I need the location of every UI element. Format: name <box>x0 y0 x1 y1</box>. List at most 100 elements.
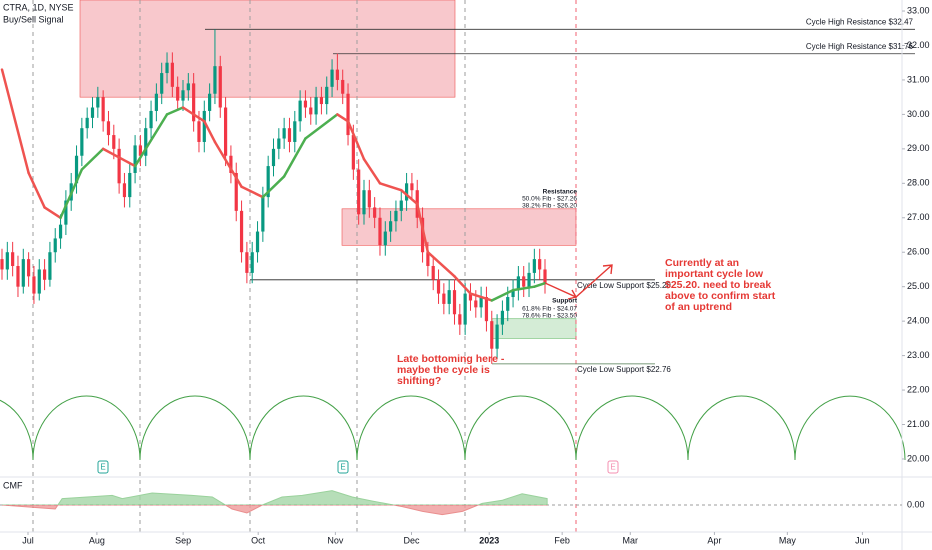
ma-segment <box>426 250 456 278</box>
candle-body <box>170 62 174 87</box>
x-tick-label: Mar <box>623 535 639 545</box>
zone <box>79 0 456 98</box>
candle-body <box>176 86 180 101</box>
candle-body <box>106 121 111 136</box>
zone <box>491 318 577 339</box>
candle-body <box>128 172 132 198</box>
background-layer <box>79 0 577 339</box>
candle-body <box>48 252 52 280</box>
candle-body <box>234 172 238 211</box>
candle-body <box>245 252 249 273</box>
ma-segment <box>346 120 366 161</box>
earnings-icon[interactable] <box>337 460 349 474</box>
ma-segment <box>336 113 350 123</box>
chart-title: CTRA, 1D, NYSE <box>3 2 74 12</box>
fib-label: 50.0% Fib - $27.26 <box>522 196 577 203</box>
ma-segment <box>378 182 403 192</box>
ma-segment <box>133 113 169 168</box>
candle-body <box>213 66 217 94</box>
candle-body <box>32 276 36 294</box>
x-tick-label: 2023 <box>479 535 499 545</box>
earnings-label: E <box>100 463 105 472</box>
candle-body <box>341 79 345 94</box>
candle-body <box>138 145 143 156</box>
ma-segment <box>490 288 515 302</box>
candle-body <box>202 110 206 142</box>
candle-body <box>314 97 318 115</box>
candle-body <box>261 197 265 232</box>
x-tick-label: Dec <box>404 535 421 545</box>
candle-body <box>80 128 84 156</box>
candle-body <box>309 107 313 115</box>
fib-label: 38.2% Fib - $26.20 <box>522 203 577 210</box>
candle-body <box>144 128 148 156</box>
candle-body <box>479 297 483 308</box>
candle-body <box>74 155 79 184</box>
candle-body <box>96 97 100 108</box>
candle-body <box>90 107 95 118</box>
y-tick-label: 20.00 <box>907 453 930 463</box>
candle-body <box>5 252 9 270</box>
candle-body <box>154 93 158 111</box>
fib-label: 78.6% Fib - $23.50 <box>522 313 577 320</box>
x-tick-label: May <box>779 535 797 545</box>
candle-body <box>133 145 137 173</box>
candle-body <box>186 83 190 91</box>
candle-body <box>293 121 297 142</box>
candle-body <box>442 293 446 304</box>
earnings-icon[interactable] <box>97 460 109 474</box>
ma-segment <box>240 185 265 199</box>
level-label: Cycle High Resistance $32.47 <box>806 17 914 26</box>
candle-body <box>229 155 233 173</box>
x-tick-label: Apr <box>707 535 721 545</box>
candle-body <box>516 276 520 291</box>
y-tick-label: 27.00 <box>907 212 930 222</box>
cmf-area <box>1 505 548 516</box>
fib-label: Support <box>552 298 578 305</box>
candle-body <box>389 221 393 232</box>
note: above to confirm start <box>665 290 776 302</box>
candle-body <box>239 210 244 253</box>
candle-body <box>218 66 222 108</box>
plot: Cycle High Resistance $32.47 Cycle High R… <box>0 17 915 374</box>
candle-body <box>335 69 339 80</box>
candle-body <box>64 200 68 225</box>
x-tick-label: Feb <box>554 535 570 545</box>
y-tick-label: 25.00 <box>907 281 930 291</box>
candle-body <box>447 290 451 304</box>
candle-body <box>165 62 169 74</box>
candle-body <box>484 297 489 322</box>
candle-body <box>266 166 270 198</box>
ma-segment <box>165 106 185 116</box>
candle-body <box>298 100 302 122</box>
candle-body <box>197 121 201 142</box>
candle-body <box>117 148 121 184</box>
ma-segment <box>80 147 105 171</box>
candle-body <box>192 83 196 122</box>
ma-segment <box>261 175 286 199</box>
earnings-icon[interactable] <box>607 460 619 474</box>
y-tick-label: 33.00 <box>907 5 930 15</box>
ma-segment <box>27 171 46 209</box>
candle-body <box>223 107 228 156</box>
candle-body <box>490 321 494 349</box>
candle-body <box>58 224 63 239</box>
candle-body <box>112 135 116 149</box>
x-tick-label: Jun <box>855 535 870 545</box>
candle-body <box>522 276 526 287</box>
candle-body <box>394 210 398 222</box>
candle-body <box>426 252 430 267</box>
candle-body <box>303 100 308 108</box>
candle-body <box>468 293 473 301</box>
candle-body <box>277 138 281 149</box>
candle-body <box>255 231 260 253</box>
ma-segment <box>415 202 430 254</box>
y-tick-label: 32.00 <box>907 40 930 50</box>
level-label: Cycle Low Support $22.76 <box>577 365 671 374</box>
candle-body <box>373 207 377 218</box>
candle-body <box>160 73 164 94</box>
level-label: Cycle Low Support $25.20 <box>577 281 671 290</box>
ma-segment <box>59 168 84 220</box>
y-tick-label: 29.00 <box>907 143 930 153</box>
